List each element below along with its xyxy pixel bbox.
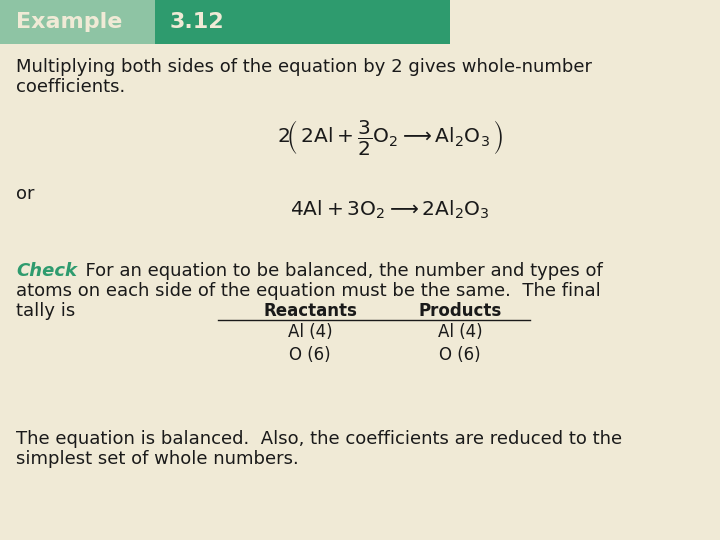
Text: Check: Check <box>16 262 77 280</box>
Text: For an equation to be balanced, the number and types of: For an equation to be balanced, the numb… <box>74 262 603 280</box>
Text: Reactants: Reactants <box>263 302 357 320</box>
Text: Al (4): Al (4) <box>438 323 482 341</box>
Text: O (6): O (6) <box>289 346 330 364</box>
Text: simplest set of whole numbers.: simplest set of whole numbers. <box>16 450 299 468</box>
Text: O (6): O (6) <box>439 346 481 364</box>
Text: Products: Products <box>418 302 502 320</box>
Text: atoms on each side of the equation must be the same.  The final: atoms on each side of the equation must … <box>16 282 600 300</box>
Text: Al (4): Al (4) <box>288 323 333 341</box>
Bar <box>0 0 155 44</box>
Text: tally is: tally is <box>16 302 76 320</box>
Text: The equation is balanced.  Also, the coefficients are reduced to the: The equation is balanced. Also, the coef… <box>16 430 622 448</box>
Text: Example: Example <box>16 12 122 32</box>
Text: or: or <box>16 185 35 203</box>
Text: coefficients.: coefficients. <box>16 78 125 96</box>
Text: $4\mathrm{Al}+3\mathrm{O}_2\longrightarrow 2\mathrm{Al}_2\mathrm{O}_3$: $4\mathrm{Al}+3\mathrm{O}_2\longrightarr… <box>290 199 490 221</box>
Bar <box>155 0 450 44</box>
Text: Multiplying both sides of the equation by 2 gives whole-number: Multiplying both sides of the equation b… <box>16 58 592 76</box>
Text: $2\!\left(\,2\mathrm{Al}+\dfrac{3}{2}\mathrm{O}_2\longrightarrow\mathrm{Al}_2\ma: $2\!\left(\,2\mathrm{Al}+\dfrac{3}{2}\ma… <box>276 118 503 158</box>
Text: 3.12: 3.12 <box>170 12 225 32</box>
